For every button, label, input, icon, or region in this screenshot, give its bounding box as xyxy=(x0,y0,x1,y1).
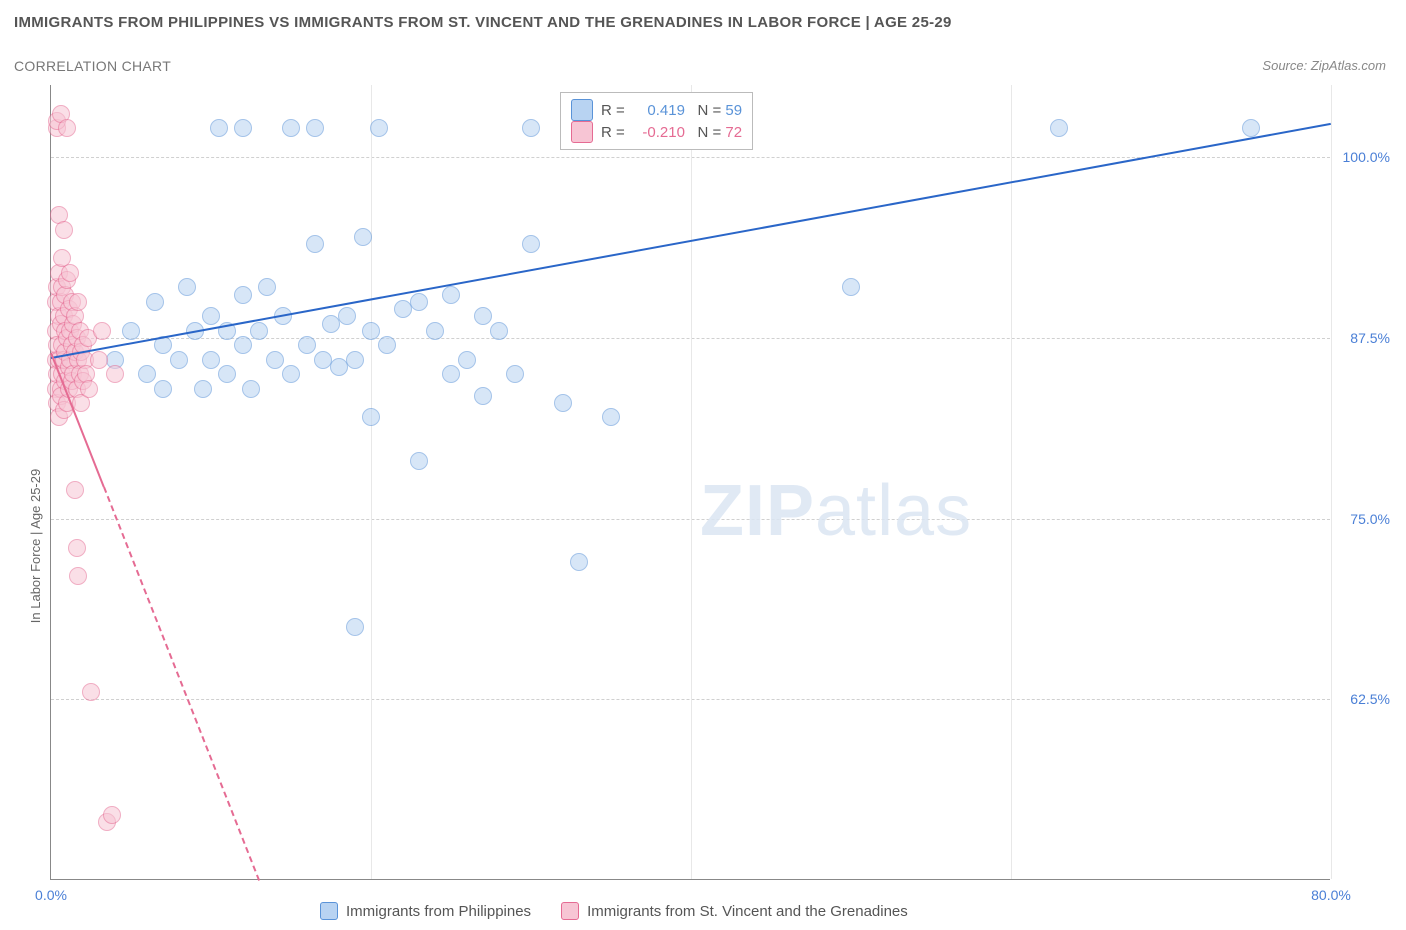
legend-swatch xyxy=(571,121,593,143)
data-point xyxy=(442,365,460,383)
gridline-vertical xyxy=(1331,85,1332,879)
series-legend-item: Immigrants from St. Vincent and the Gren… xyxy=(561,902,908,920)
data-point xyxy=(362,322,380,340)
data-point xyxy=(554,394,572,412)
legend-stats: R = -0.210 N = 72 xyxy=(601,124,742,141)
gridline-vertical xyxy=(1011,85,1012,879)
legend-row: R = 0.419 N = 59 xyxy=(571,99,742,121)
data-point xyxy=(306,235,324,253)
data-point xyxy=(210,119,228,137)
gridline-vertical xyxy=(371,85,372,879)
data-point xyxy=(370,119,388,137)
data-point xyxy=(1242,119,1260,137)
data-point xyxy=(426,322,444,340)
data-point xyxy=(66,481,84,499)
series-legend-label: Immigrants from Philippines xyxy=(346,903,531,920)
data-point xyxy=(522,119,540,137)
data-point xyxy=(234,119,252,137)
data-point xyxy=(474,307,492,325)
y-tick-label: 87.5% xyxy=(1350,330,1390,346)
data-point xyxy=(258,278,276,296)
plot-canvas: 62.5%75.0%87.5%100.0%0.0%80.0% xyxy=(51,85,1330,879)
legend-row: R = -0.210 N = 72 xyxy=(571,121,742,143)
data-point xyxy=(202,307,220,325)
data-point xyxy=(354,228,372,246)
data-point xyxy=(282,119,300,137)
y-tick-label: 62.5% xyxy=(1350,691,1390,707)
data-point xyxy=(138,365,156,383)
chart-plot-area: 62.5%75.0%87.5%100.0%0.0%80.0% xyxy=(50,85,1330,880)
source-attribution: Source: ZipAtlas.com xyxy=(1262,58,1386,73)
data-point xyxy=(298,336,316,354)
legend-swatch xyxy=(320,902,338,920)
source-label: Source: xyxy=(1262,58,1307,73)
x-tick-label: 80.0% xyxy=(1311,887,1351,903)
series-legend-label: Immigrants from St. Vincent and the Gren… xyxy=(587,903,908,920)
series-legend-item: Immigrants from Philippines xyxy=(320,902,531,920)
data-point xyxy=(58,119,76,137)
data-point xyxy=(69,567,87,585)
data-point xyxy=(178,278,196,296)
data-point xyxy=(362,408,380,426)
data-point xyxy=(103,806,121,824)
y-tick-label: 75.0% xyxy=(1350,511,1390,527)
data-point xyxy=(458,351,476,369)
y-tick-label: 100.0% xyxy=(1343,149,1390,165)
data-point xyxy=(474,387,492,405)
page-title: IMMIGRANTS FROM PHILIPPINES VS IMMIGRANT… xyxy=(14,14,952,31)
data-point xyxy=(82,683,100,701)
data-point xyxy=(250,322,268,340)
data-point xyxy=(234,336,252,354)
data-point xyxy=(282,365,300,383)
data-point xyxy=(346,618,364,636)
legend-stats: R = 0.419 N = 59 xyxy=(601,102,742,119)
data-point xyxy=(242,380,260,398)
data-point xyxy=(61,264,79,282)
data-point xyxy=(306,119,324,137)
data-point xyxy=(346,351,364,369)
data-point xyxy=(80,380,98,398)
data-point xyxy=(338,307,356,325)
chart-subtitle: CORRELATION CHART xyxy=(14,58,171,74)
data-point xyxy=(842,278,860,296)
data-point xyxy=(602,408,620,426)
data-point xyxy=(90,351,108,369)
series-legend: Immigrants from Philippines Immigrants fr… xyxy=(320,902,908,920)
y-axis-title: In Labor Force | Age 25-29 xyxy=(28,469,43,623)
data-point xyxy=(234,286,252,304)
regression-line xyxy=(103,487,260,881)
correlation-legend: R = 0.419 N = 59 R = -0.210 N = 72 xyxy=(560,92,753,150)
data-point xyxy=(218,365,236,383)
data-point xyxy=(442,286,460,304)
data-point xyxy=(1050,119,1068,137)
data-point xyxy=(170,351,188,369)
data-point xyxy=(146,293,164,311)
data-point xyxy=(506,365,524,383)
data-point xyxy=(410,293,428,311)
data-point xyxy=(570,553,588,571)
data-point xyxy=(490,322,508,340)
data-point xyxy=(202,351,220,369)
source-name: ZipAtlas.com xyxy=(1311,58,1386,73)
legend-swatch xyxy=(561,902,579,920)
data-point xyxy=(122,322,140,340)
data-point xyxy=(378,336,396,354)
data-point xyxy=(68,539,86,557)
data-point xyxy=(522,235,540,253)
data-point xyxy=(93,322,111,340)
data-point xyxy=(194,380,212,398)
legend-swatch xyxy=(571,99,593,121)
data-point xyxy=(55,221,73,239)
x-tick-label: 0.0% xyxy=(35,887,67,903)
gridline-vertical xyxy=(691,85,692,879)
data-point xyxy=(69,293,87,311)
data-point xyxy=(410,452,428,470)
data-point xyxy=(106,365,124,383)
data-point xyxy=(266,351,284,369)
data-point xyxy=(154,380,172,398)
